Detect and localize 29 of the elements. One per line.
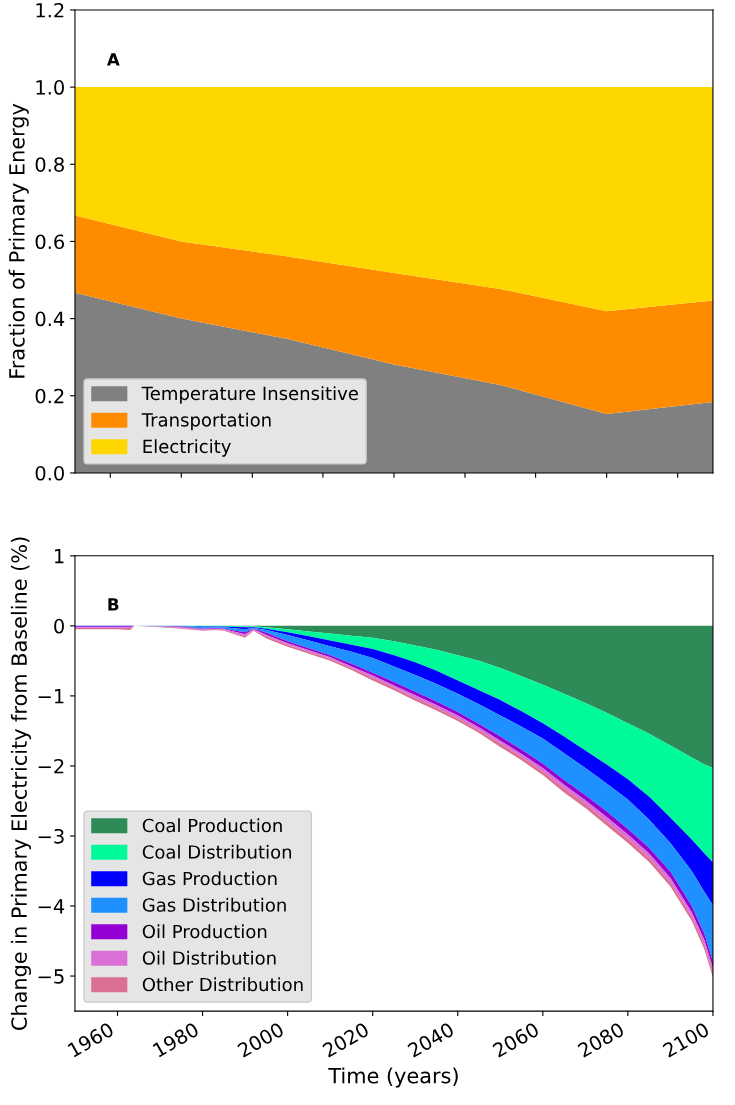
y-tick-label: −1 (38, 689, 64, 704)
y-tick-label: 1.2 (36, 2, 64, 18)
y-tick-label: 0 (54, 618, 64, 634)
legend-label: Electricity (143, 439, 231, 457)
legend-label: Coal Production (142, 818, 282, 833)
legend-label: Other Distribution (142, 977, 303, 992)
y-tick-label: −3 (38, 828, 64, 844)
legend-label: Gas Distribution (142, 897, 286, 912)
y-tick-label: 0.0 (35, 465, 64, 481)
x-axis-title: Time (years) (328, 1067, 458, 1088)
legend-label: Oil Production (142, 924, 267, 939)
y-tick-label: 0.2 (35, 388, 64, 404)
legend-label: Coal Distribution (142, 844, 292, 859)
y-axis-title: Fraction of Primary Energy (8, 103, 29, 378)
legend-label: Transportation (141, 412, 271, 431)
annotation: B (108, 598, 119, 611)
y-axis-title: Change in Primary Electricity from Baseline (%) (10, 537, 32, 1030)
legend-label: Temperature Insensitive (141, 386, 358, 404)
y-tick-label: −2 (38, 758, 64, 774)
y-tick-label: 0.8 (35, 157, 64, 172)
y-tick-label: 1.0 (36, 80, 64, 95)
y-tick-label: −5 (38, 969, 64, 984)
y-tick-label: 0.6 (35, 234, 65, 250)
annotation: A (106, 53, 120, 66)
y-tick-label: 0.4 (35, 311, 65, 327)
y-tick-label: 1 (55, 549, 64, 564)
legend-label: Oil Distribution (142, 950, 276, 965)
legend-label: Gas Production (142, 871, 277, 886)
y-tick-label: −4 (38, 899, 65, 914)
